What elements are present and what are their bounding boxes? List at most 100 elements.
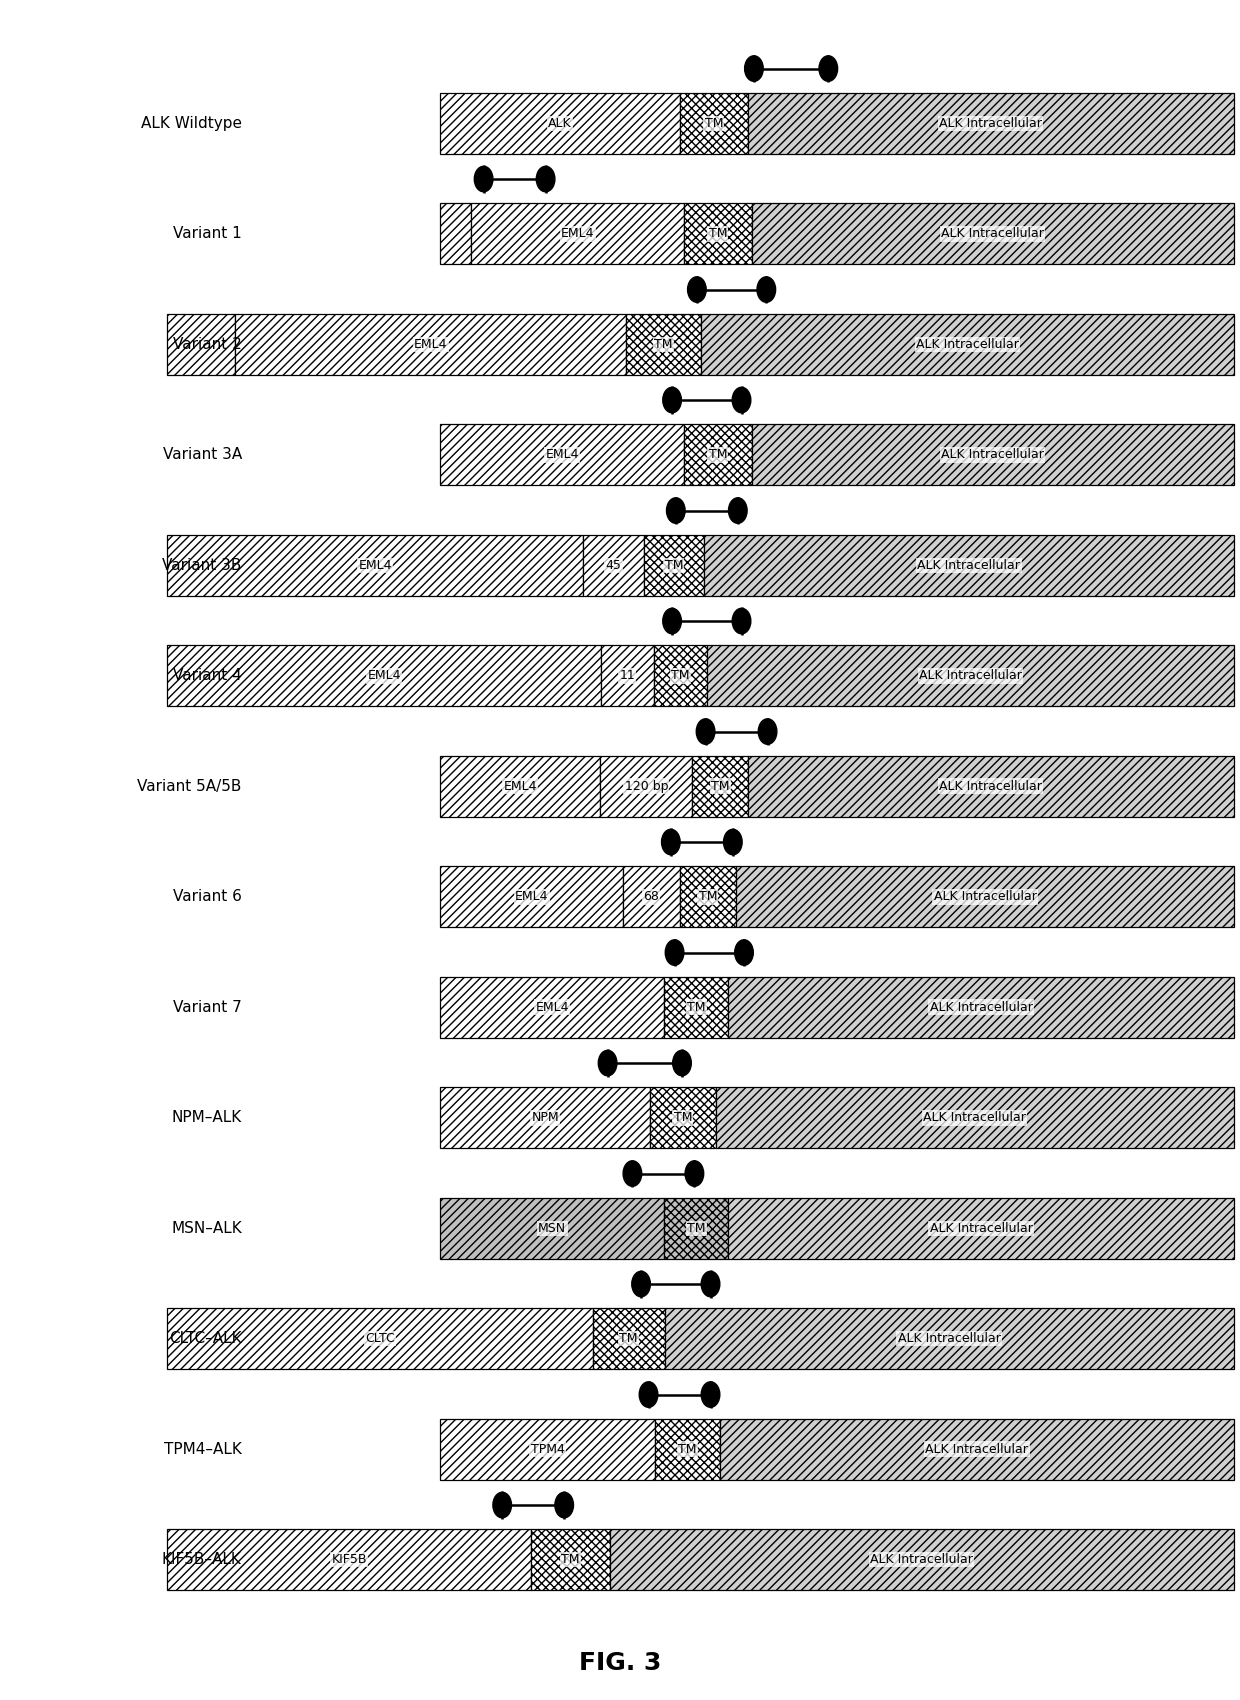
Bar [610,1530,1234,1590]
Bar [728,1198,1234,1258]
Text: MSN: MSN [538,1222,567,1234]
Circle shape [702,1272,719,1297]
Text: Variant 1: Variant 1 [174,226,242,241]
Bar [593,1309,665,1368]
Bar [728,977,1234,1037]
Text: FIG. 3: FIG. 3 [579,1651,661,1674]
Bar [167,1530,531,1590]
Text: ALK Intracellular: ALK Intracellular [916,338,1018,350]
Text: ALK Intracellular: ALK Intracellular [941,228,1044,240]
Bar [692,756,748,816]
Bar [440,1420,655,1479]
Text: ALK Intracellular: ALK Intracellular [918,559,1021,571]
Text: Variant 7: Variant 7 [174,1000,242,1015]
Circle shape [702,1382,719,1408]
Bar [684,425,751,484]
Text: ALK Intracellular: ALK Intracellular [930,1001,1033,1013]
Bar [440,867,622,926]
Bar [680,867,737,926]
Text: 11: 11 [620,670,635,682]
Text: TM: TM [687,1222,706,1234]
Text: TM: TM [698,891,717,903]
Text: TM: TM [704,117,723,129]
Bar [531,1530,610,1590]
Bar [167,1309,593,1368]
Text: TM: TM [687,1001,706,1013]
Bar [644,536,704,595]
Text: EML4: EML4 [546,449,579,461]
Bar [440,204,471,264]
Circle shape [756,277,776,303]
Bar [665,1309,1234,1368]
Bar [751,425,1234,484]
Circle shape [599,1051,618,1076]
Circle shape [732,388,750,413]
Bar [440,977,665,1037]
Circle shape [686,1161,704,1187]
Text: ALK Intracellular: ALK Intracellular [898,1333,1001,1345]
Bar [471,204,684,264]
Text: TM: TM [709,449,727,461]
Bar [626,314,701,374]
Text: Variant 3B: Variant 3B [162,558,242,573]
Text: EML4: EML4 [560,228,594,240]
Text: NPM–ALK: NPM–ALK [171,1110,242,1125]
Text: TM: TM [671,670,689,682]
Text: EML4: EML4 [536,1001,569,1013]
Bar [751,204,1234,264]
Text: ALK Intracellular: ALK Intracellular [940,780,1043,792]
Circle shape [744,56,763,82]
Text: KIF5B: KIF5B [331,1554,367,1566]
Bar [715,1088,1234,1148]
Bar [748,756,1234,816]
Text: TM: TM [673,1112,692,1124]
Bar [707,646,1234,706]
Bar [167,646,600,706]
Circle shape [820,56,838,82]
Text: TM: TM [655,338,673,350]
Bar [650,1088,715,1148]
Text: Variant 3A: Variant 3A [162,447,242,462]
Bar [665,977,728,1037]
Circle shape [662,388,681,413]
Circle shape [474,167,492,192]
Circle shape [632,1272,650,1297]
Bar [720,1420,1234,1479]
Text: TM: TM [711,780,729,792]
Circle shape [640,1382,657,1408]
Text: EML4: EML4 [515,891,548,903]
Text: TPM4: TPM4 [531,1443,564,1455]
Circle shape [729,498,746,524]
Text: ALK Intracellular: ALK Intracellular [925,1443,1028,1455]
Bar [737,867,1234,926]
Text: ALK Intracellular: ALK Intracellular [930,1222,1033,1234]
Text: EML4: EML4 [503,780,537,792]
Circle shape [492,1493,511,1518]
Bar [701,314,1234,374]
Text: TM: TM [678,1443,697,1455]
Circle shape [665,940,683,966]
Circle shape [662,609,681,634]
Circle shape [687,277,706,303]
Bar [440,756,600,816]
Text: EML4: EML4 [358,559,392,571]
Bar [167,314,234,374]
Text: TM: TM [560,1554,579,1566]
Text: TM: TM [665,559,683,571]
Circle shape [672,1051,692,1076]
Text: ALK Intracellular: ALK Intracellular [924,1112,1027,1124]
Text: EML4: EML4 [367,670,401,682]
Bar [600,646,653,706]
Text: ALK: ALK [548,117,572,129]
Circle shape [734,940,754,966]
Text: CLTC: CLTC [365,1333,394,1345]
Text: ALK Wildtype: ALK Wildtype [141,116,242,131]
Circle shape [667,498,684,524]
Text: MSN–ALK: MSN–ALK [171,1221,242,1236]
Bar [665,1198,728,1258]
Text: Variant 5A/5B: Variant 5A/5B [138,779,242,794]
Text: ALK Intracellular: ALK Intracellular [934,891,1037,903]
Bar [748,94,1234,153]
Circle shape [732,609,750,634]
Bar [440,1198,665,1258]
